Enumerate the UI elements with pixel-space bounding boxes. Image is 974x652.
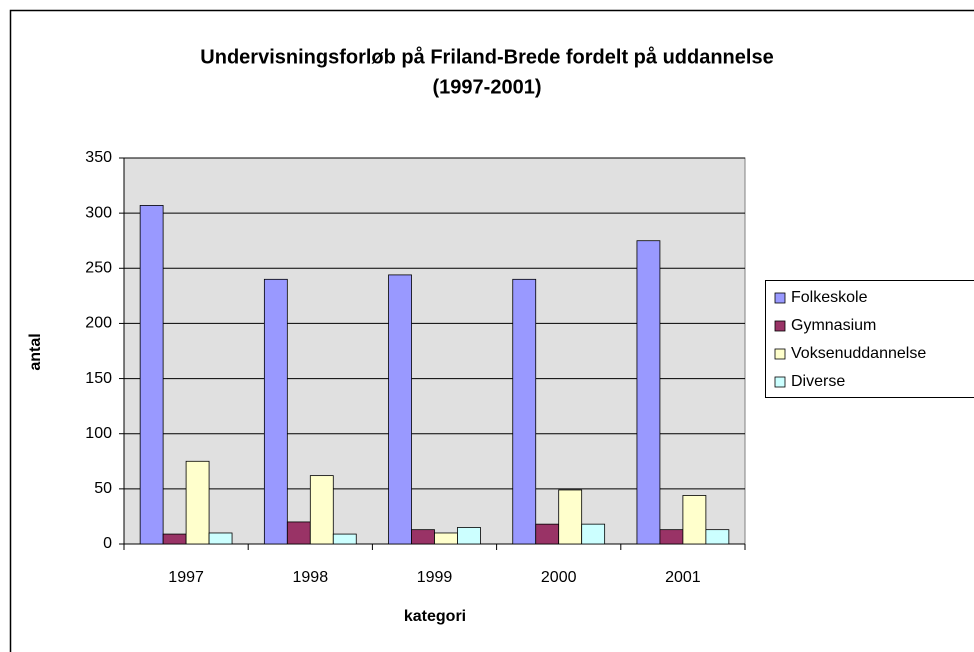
y-tick-label: 350 bbox=[85, 149, 112, 166]
y-tick-label: 100 bbox=[85, 425, 112, 442]
legend-swatch bbox=[774, 292, 786, 304]
x-tick-label: 2001 bbox=[665, 569, 701, 586]
bar bbox=[332, 533, 357, 545]
bar bbox=[636, 240, 661, 545]
y-axis-label: antal bbox=[27, 333, 44, 370]
x-tick-label: 1999 bbox=[417, 569, 453, 586]
y-tick-label: 250 bbox=[85, 260, 112, 277]
x-tick-label: 2000 bbox=[541, 569, 577, 586]
bar bbox=[682, 495, 707, 545]
legend-label: Diverse bbox=[791, 373, 845, 390]
bar bbox=[286, 521, 311, 545]
y-tick-label: 0 bbox=[103, 535, 112, 552]
legend-swatch bbox=[774, 320, 786, 332]
x-axis-label: kategori bbox=[404, 608, 466, 625]
bar bbox=[535, 523, 560, 545]
x-tick-label: 1997 bbox=[168, 569, 204, 586]
x-tick-label: 1998 bbox=[293, 569, 329, 586]
bar bbox=[659, 529, 684, 545]
bar bbox=[208, 532, 233, 545]
chart-title: (1997-2001) bbox=[433, 76, 542, 98]
y-tick-label: 50 bbox=[94, 480, 112, 497]
bar bbox=[139, 205, 164, 545]
bar bbox=[263, 278, 288, 545]
bar bbox=[512, 278, 537, 545]
bar bbox=[434, 532, 458, 545]
bar bbox=[185, 460, 210, 545]
bar bbox=[705, 529, 730, 545]
bar bbox=[388, 274, 412, 545]
bar bbox=[581, 523, 606, 545]
chart-title: Undervisningsforløb på Friland-Brede for… bbox=[200, 45, 773, 68]
legend-label: Gymnasium bbox=[791, 317, 876, 334]
bar bbox=[411, 529, 435, 545]
legend-swatch bbox=[774, 348, 786, 360]
bar bbox=[457, 527, 481, 545]
y-tick-label: 200 bbox=[85, 315, 112, 332]
legend-box bbox=[765, 280, 974, 398]
y-tick-label: 300 bbox=[85, 204, 112, 221]
y-tick-label: 150 bbox=[85, 370, 112, 387]
bar bbox=[162, 533, 187, 545]
legend-swatch bbox=[774, 376, 786, 388]
legend-label: Folkeskole bbox=[791, 289, 868, 306]
bar bbox=[309, 475, 334, 545]
legend-label: Voksenuddannelse bbox=[791, 345, 926, 362]
bar bbox=[558, 489, 583, 545]
